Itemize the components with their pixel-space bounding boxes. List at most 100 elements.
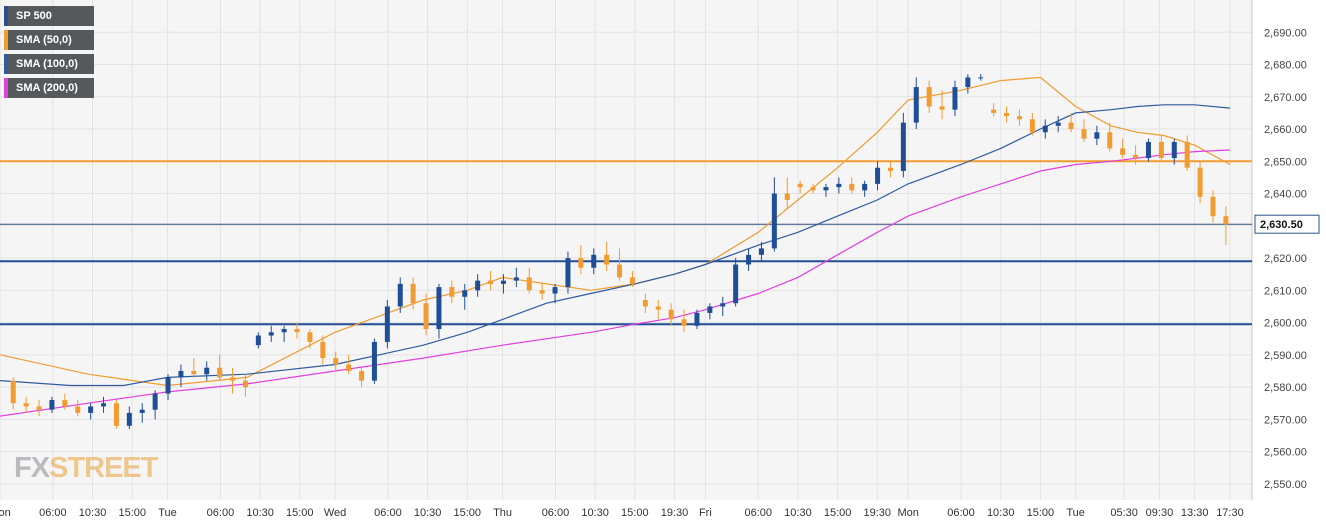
candle-body (1068, 122, 1074, 130)
candle-body (887, 167, 893, 171)
sma-line-50 (0, 76, 1231, 387)
candle-body (1184, 141, 1190, 168)
legend-label: SMA (50,0) (8, 30, 94, 50)
candle-body (758, 248, 764, 255)
candle-body (913, 87, 919, 123)
x-tick-label: Tue (158, 507, 177, 519)
candle-body (771, 193, 777, 249)
candle-body (875, 167, 881, 184)
candle-body (655, 306, 661, 310)
candle-body (978, 77, 984, 79)
legend-item-sma100[interactable]: SMA (100,0) (4, 54, 94, 74)
x-tick-label: 19:30 (661, 507, 689, 519)
legend-item-sma200[interactable]: SMA (200,0) (4, 78, 94, 98)
candle-body (991, 109, 997, 113)
x-tick-label: 15:00 (286, 507, 314, 519)
legend-swatch (4, 6, 8, 26)
legend-item-sp500[interactable]: SP 500 (4, 6, 94, 26)
y-tick-label: 2,620.00 (1264, 253, 1307, 265)
logo-part-street: STREET (49, 452, 158, 484)
x-tick-label: 15:00 (454, 507, 482, 519)
legend-item-sma50[interactable]: SMA (50,0) (4, 30, 94, 50)
x-tick-label: 10:30 (784, 507, 812, 519)
x-tick-label: 15:00 (621, 507, 649, 519)
legend-swatch (4, 54, 8, 74)
candle-body (333, 358, 339, 365)
candle-body (346, 364, 352, 371)
candle-body (1171, 141, 1177, 159)
candle-body (578, 258, 584, 268)
candle-body (926, 87, 932, 107)
candle-body (707, 306, 713, 313)
candle-body (694, 312, 700, 326)
candle-body (1107, 132, 1113, 149)
candle-body (204, 367, 210, 375)
candle-body (165, 377, 171, 394)
candle-body (797, 183, 803, 188)
x-tick-label: 06:00 (374, 507, 402, 519)
y-tick-label: 2,560.00 (1264, 447, 1307, 459)
x-tick-label: 06:00 (207, 507, 235, 519)
candle-body (23, 403, 29, 407)
fxstreet-logo: FXSTREET (14, 452, 158, 485)
sma-line-200 (0, 149, 1231, 417)
candle-body (810, 187, 816, 191)
candle-body (371, 341, 377, 381)
y-tick-label: 2,570.00 (1264, 414, 1307, 426)
candle-body (565, 258, 571, 288)
x-tick-label: 13:30 (1181, 507, 1209, 519)
x-tick-label: Tue (1066, 507, 1085, 519)
candle-body (862, 183, 868, 191)
candle-body (604, 254, 610, 265)
current-price-label: 2,630.50 (1260, 219, 1303, 231)
candle-body (1016, 116, 1022, 120)
legend-label: SP 500 (8, 6, 94, 26)
candle-body (191, 370, 197, 375)
candle-body (75, 406, 81, 413)
candle-body (1081, 129, 1087, 139)
y-tick-label: 2,680.00 (1264, 60, 1307, 72)
candle-body (849, 183, 855, 191)
candle-body (1210, 196, 1216, 217)
candle-body (217, 367, 223, 378)
candle-body (178, 370, 184, 378)
candle-body (513, 277, 519, 281)
sma-line-100 (0, 104, 1231, 387)
x-tick-label: Wed (324, 507, 346, 519)
candle-body (320, 341, 326, 359)
y-tick-label: 2,590.00 (1264, 350, 1307, 362)
y-tick-label: 2,580.00 (1264, 382, 1307, 394)
x-tick-label: 06:00 (542, 507, 570, 519)
legend-label: SMA (200,0) (8, 78, 94, 98)
x-tick-label: 15:00 (824, 507, 852, 519)
candle-body (10, 380, 16, 404)
candle-body (746, 254, 752, 265)
candle-body (126, 412, 132, 426)
candle-body (36, 406, 42, 410)
candle-body (1145, 141, 1151, 159)
candle-body (62, 400, 68, 407)
candle-body (952, 87, 958, 110)
candle-body (668, 309, 674, 320)
candle-body (1223, 216, 1229, 225)
candle-body (965, 77, 971, 88)
x-tick-label: 17:30 (1216, 507, 1244, 519)
candle-body (1055, 122, 1061, 126)
candle-body (307, 332, 313, 342)
candle-body (462, 290, 468, 297)
y-tick-label: 2,670.00 (1264, 92, 1307, 104)
candle-body (139, 409, 145, 413)
candle-body (359, 370, 365, 381)
x-tick-label: 09:30 (1146, 507, 1174, 519)
candle-body (939, 106, 945, 110)
candle-body (449, 287, 455, 297)
candle-body (617, 264, 623, 278)
candle-body (242, 380, 248, 388)
candle-body (101, 403, 107, 407)
candle-body (526, 277, 532, 291)
candle-body (436, 287, 442, 330)
legend: SP 500 SMA (50,0) SMA (100,0) SMA (200,0… (4, 6, 94, 102)
candle-body (1004, 112, 1010, 117)
current-price-tag (1254, 214, 1320, 234)
